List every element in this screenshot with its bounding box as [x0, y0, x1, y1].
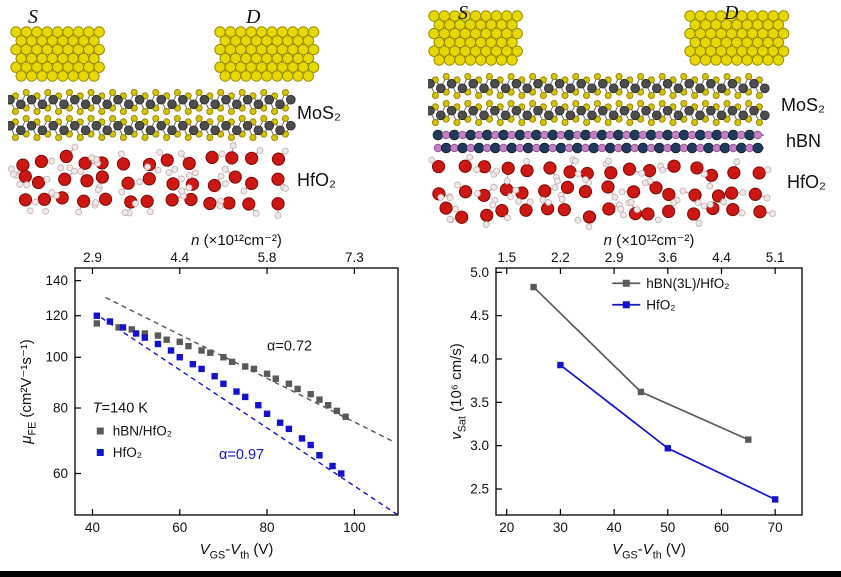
top-tick-label: 4.4	[170, 250, 189, 265]
hfo2-layer	[8, 142, 289, 219]
mobility-chart-canvas: 40 60 80 100 2.9 4.4 5.8 7.3 60 80 100 120 140 VGS-Vt…	[18, 232, 399, 562]
mos2-layers	[428, 73, 770, 127]
saturation-velocity-chart-canvas: 20 30 40 50 60 70 1.5 2.2 2.9 3.6 4.4 5.1 2.5 3.0 3.5 4…	[448, 232, 803, 562]
top-axis-label: n (×10¹²cm⁻²)	[191, 232, 282, 249]
source-label-left: S	[28, 6, 38, 28]
x-tick-label: 70	[768, 520, 783, 535]
x-tick-label: 100	[343, 520, 366, 535]
series-HfO₂	[93, 312, 345, 477]
figure-bottom-border	[0, 571, 841, 577]
series-hBN/HfO₂	[93, 320, 349, 420]
legend-item-label: hBN/HfO₂	[113, 423, 172, 438]
y-tick-label: 140	[45, 273, 68, 288]
top-tick-label: 7.3	[345, 250, 364, 265]
top-tick-label: 2.9	[605, 250, 624, 265]
x-tick-label: 20	[499, 520, 514, 535]
x-tick-label: 60	[714, 520, 729, 535]
annotation: α=0.72	[267, 339, 312, 355]
hbn-layer	[432, 129, 764, 154]
series-hBN(3L)/HfO₂	[530, 283, 752, 443]
y-tick-label: 4.5	[470, 308, 489, 323]
gold-contacts	[10, 26, 320, 82]
drain-label-left: D	[246, 6, 261, 28]
top-tick-label: 4.4	[712, 250, 731, 265]
hfo2-layer	[428, 153, 776, 231]
axes: 40 60 80 100 2.9 4.4 5.8 7.3 60 80 100 120 140 VGS-Vt…	[18, 232, 399, 562]
legend: T=140 K hBN/HfO₂ HfO₂	[93, 400, 172, 460]
y-axis-label: vSat (10⁶ cm/s)	[448, 343, 469, 440]
legend-item-label: hBN(3L)/HfO₂	[646, 276, 729, 291]
x-tick-label: 30	[553, 520, 568, 535]
y-tick-label: 3.0	[470, 438, 489, 453]
legend-title: T=140 K	[93, 400, 149, 416]
legend: hBN(3L)/HfO₂ HfO₂	[612, 276, 730, 312]
saturation-velocity-chart: 20 30 40 50 60 70 1.5 2.2 2.9 3.6 4.4 5.1 2.5 3.0 3.5 4…	[448, 232, 836, 562]
y-tick-label: 100	[45, 350, 68, 365]
mos2-layers	[8, 89, 296, 141]
y-tick-label: 5.0	[470, 265, 489, 280]
y-tick-label: 80	[53, 401, 68, 416]
x-tick-label: 40	[85, 520, 100, 535]
y-tick-label: 3.5	[470, 395, 489, 410]
mobility-chart: 40 60 80 100 2.9 4.4 5.8 7.3 60 80 100 120 140 VGS-Vt…	[18, 232, 428, 562]
top-tick-label: 1.5	[497, 250, 516, 265]
x-tick-label: 60	[172, 520, 187, 535]
x-tick-label: 80	[260, 520, 275, 535]
series-HfO₂	[557, 361, 779, 503]
alpha-0.97-fit	[100, 317, 398, 515]
x-tick-label: 50	[660, 520, 675, 535]
legend-item-label: HfO₂	[113, 445, 142, 460]
device-schematic-hbn-hfo2	[428, 2, 840, 232]
y-tick-label: 4.0	[470, 352, 489, 367]
layer-label-hfo2-right: HfO₂	[787, 172, 826, 192]
layer-label-hfo2-left: HfO₂	[297, 170, 336, 190]
device-schematic-hfo2-canvas	[8, 26, 320, 219]
top-tick-label: 2.2	[551, 250, 570, 265]
annotation: α=0.97	[219, 447, 264, 463]
layer-label-hbn-right: hBN	[786, 131, 822, 151]
top-axis-label: n (×10¹²cm⁻²)	[604, 232, 695, 249]
gold-contacts	[428, 10, 790, 66]
y-tick-label: 2.5	[470, 482, 489, 497]
top-tick-label: 5.8	[258, 250, 277, 265]
legend-item-label: HfO₂	[646, 297, 675, 312]
device-schematic-hbn-hfo2-canvas	[428, 10, 790, 231]
source-label-right: S	[458, 2, 468, 24]
layer-label-mos2-left: MoS₂	[297, 103, 341, 123]
x-tick-label: 40	[607, 520, 622, 535]
y-axis-label: μFE (cm²V⁻¹s⁻¹)	[18, 339, 39, 445]
alpha-0.72-fit	[105, 296, 394, 443]
top-tick-label: 2.9	[83, 250, 102, 265]
layer-label-mos2-right: MoS₂	[781, 95, 825, 115]
top-tick-label: 5.1	[766, 250, 785, 265]
y-tick-label: 60	[53, 466, 68, 481]
x-axis-label: VGS-Vth (V)	[612, 541, 686, 562]
top-tick-label: 3.6	[658, 250, 677, 265]
x-axis-label: VGS-Vth (V)	[200, 541, 274, 562]
y-tick-label: 120	[45, 308, 68, 323]
device-schematic-hfo2	[8, 4, 338, 232]
drain-label-right: D	[724, 2, 739, 24]
axes: 20 30 40 50 60 70 1.5 2.2 2.9 3.6 4.4 5.1 2.5 3.0 3.5 4…	[448, 232, 803, 562]
